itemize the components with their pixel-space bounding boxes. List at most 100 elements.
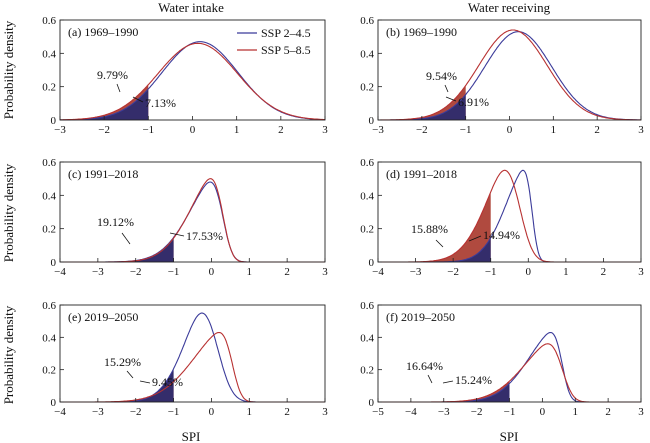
drought-prob-label-ssp585: 19.12%	[97, 215, 134, 229]
x-tick-label: 2	[601, 266, 607, 278]
drought-area-ssp245	[60, 237, 174, 262]
drought-area-ssp245	[378, 237, 491, 262]
drought-prob-label-ssp245: 17.53%	[186, 229, 223, 243]
panel-2: −3 −2 −1 0 1 2 3 0 0.2 0.4 0.6 (b) 1969–1990 6.91%9.…	[360, 15, 644, 136]
x-tick-label: 1	[551, 124, 557, 136]
panel-6: −5 −4 −3 −2 −1 0 1 2 3 0 0.2 0.4 0.6 (f) 2019–2050 15.…	[360, 300, 644, 418]
y-tick-label: 0.6	[42, 15, 56, 27]
plot-frame	[59, 161, 326, 263]
density-curve-ssp245	[60, 312, 325, 403]
x-tick-label: 2	[278, 124, 284, 136]
density-curve-ssp585	[378, 169, 641, 263]
y-tick-label: 0.2	[360, 224, 374, 236]
y-tick-label: 0.2	[360, 82, 374, 94]
x-tick-label: 0	[507, 124, 513, 136]
x-tick-label: −4	[54, 406, 66, 418]
x-tick-label: 2	[284, 406, 290, 418]
x-tick-label: 1	[563, 266, 569, 278]
y-tick-label: 0.6	[360, 15, 374, 27]
leader-line	[444, 84, 449, 93]
x-tick-label: 2	[594, 124, 600, 136]
y-tick-label: 0.4	[360, 48, 374, 60]
leader-line	[468, 235, 482, 242]
x-tick-label: 2	[605, 406, 611, 418]
density-curve-ssp585	[60, 42, 325, 121]
y-tick-label: 0	[51, 115, 57, 127]
x-tick-label: 3	[322, 124, 328, 136]
column-title-intake: Water intake	[158, 0, 224, 15]
leader-line	[442, 380, 454, 384]
x-tick-label: −2	[130, 266, 142, 278]
density-curve-ssp245	[378, 169, 641, 263]
panel-4: −4 −3 −2 −1 0 1 2 3 0 0.2 0.4 0.6 (d) 1991–2018 14.94…	[360, 157, 644, 278]
y-tick-label: 0.4	[360, 332, 374, 344]
density-curve-ssp585	[378, 29, 641, 121]
x-tick-label: 2	[284, 266, 290, 278]
x-tick-label: 3	[638, 406, 644, 418]
x-tick-label: −3	[438, 406, 450, 418]
drought-prob-label-ssp585: 15.29%	[104, 355, 141, 369]
ylabel-row1: Probability density	[1, 20, 16, 119]
y-tick-label: 0.4	[360, 190, 374, 202]
drought-area-ssp585	[378, 85, 466, 120]
x-tick-label: −2	[98, 124, 110, 136]
plot-frame	[59, 304, 326, 403]
y-tick-label: 0.2	[42, 224, 56, 236]
y-tick-label: 0.4	[42, 332, 56, 344]
drought-prob-label-ssp585: 15.88%	[411, 222, 448, 236]
y-tick-label: 0	[51, 257, 57, 269]
x-tick-label: −3	[54, 124, 66, 136]
drought-prob-label-ssp245: 7.13%	[145, 96, 176, 110]
x-tick-label: −1	[142, 124, 154, 136]
xlabel-right: SPI	[500, 429, 519, 443]
x-tick-label: 1	[247, 406, 253, 418]
x-tick-label: −1	[168, 406, 180, 418]
panel-label: (b) 1969–1990	[386, 25, 457, 39]
drought-area-ssp245	[60, 368, 174, 402]
leader-line	[435, 239, 444, 248]
x-tick-label: −4	[54, 266, 66, 278]
x-tick-label: −4	[405, 406, 417, 418]
leader-line	[126, 370, 134, 379]
drought-area-ssp245	[378, 94, 466, 120]
y-tick-label: 0.6	[42, 300, 56, 312]
x-tick-label: −3	[372, 124, 384, 136]
y-tick-label: 0.6	[360, 157, 374, 169]
x-tick-label: −1	[504, 406, 516, 418]
x-tick-label: −5	[372, 406, 384, 418]
density-curve-ssp585	[60, 331, 325, 403]
x-tick-label: −1	[485, 266, 497, 278]
drought-prob-label-ssp585: 16.64%	[406, 359, 443, 373]
x-tick-label: −1	[168, 266, 180, 278]
legend-label-ssp245: SSP 2–4.5	[261, 26, 311, 40]
drought-prob-label-ssp585: 9.79%	[97, 68, 128, 82]
panel-label: (a) 1969–1990	[68, 25, 138, 39]
y-tick-label: 0	[369, 397, 375, 409]
x-tick-label: −4	[372, 266, 384, 278]
x-tick-label: −1	[460, 124, 472, 136]
x-tick-label: 1	[247, 266, 253, 278]
x-tick-label: 0	[540, 406, 546, 418]
y-tick-label: 0.6	[42, 157, 56, 169]
drought-prob-label-ssp585: 9.54%	[426, 69, 457, 83]
y-tick-label: 0	[369, 115, 375, 127]
y-tick-label: 0	[369, 257, 375, 269]
ylabel-row2: Probability density	[1, 163, 16, 262]
x-tick-label: 0	[190, 124, 196, 136]
leader-line	[116, 83, 121, 93]
panel-5: −4 −3 −2 −1 0 1 2 3 0 0.2 0.4 0.6 (e) 2019–2050 9.45%…	[42, 300, 328, 418]
y-tick-label: 0.6	[360, 300, 374, 312]
legend-label-ssp585: SSP 5–8.5	[261, 43, 311, 57]
x-tick-label: 0	[526, 266, 532, 278]
x-tick-label: −2	[447, 266, 459, 278]
y-tick-label: 0.2	[42, 365, 56, 377]
panel-label: (f) 2019–2050	[386, 310, 455, 324]
drought-area-ssp245	[378, 383, 510, 402]
drought-prob-label-ssp245: 6.91%	[458, 95, 489, 109]
x-tick-label: 0	[209, 406, 215, 418]
x-tick-label: −2	[416, 124, 428, 136]
panel-3: −4 −3 −2 −1 0 1 2 3 0 0.2 0.4 0.6 (c) 1991–2018 17.53…	[42, 157, 328, 278]
x-tick-label: −2	[130, 406, 142, 418]
y-tick-label: 0.4	[42, 190, 56, 202]
y-tick-label: 0.2	[360, 365, 374, 377]
